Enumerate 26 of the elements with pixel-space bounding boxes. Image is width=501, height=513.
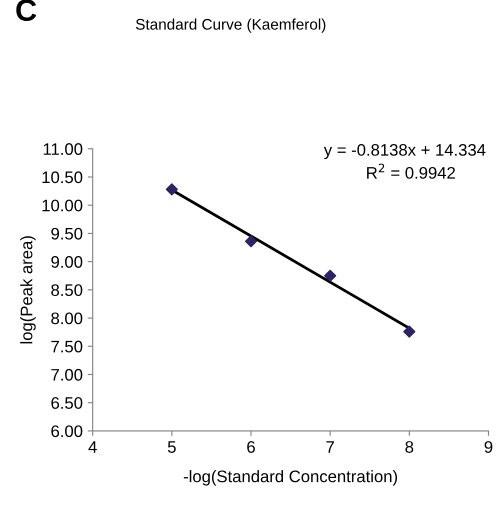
point (166, 183, 178, 196)
y-tick-label: 6.50 (51, 397, 82, 409)
y-tick-label: 7.50 (51, 340, 82, 352)
y-axis-title: log(Peak area) (20, 236, 36, 344)
point (324, 270, 336, 282)
x-tick-label: 9 (484, 441, 492, 453)
x-tick-label: 4 (88, 441, 97, 453)
y-tick-label: 10.50 (42, 171, 82, 184)
x-tick-label: 5 (168, 441, 176, 453)
y-tick-label: 9.00 (51, 256, 82, 268)
chart-title: Standard Curve (Kaemferol) (136, 18, 326, 33)
x-axis-title: -log(Standard Concentration) (184, 470, 398, 486)
y-tick-label: 6.00 (51, 425, 82, 438)
annotation: R$^{2}$ = 0.9942 (367, 164, 455, 179)
y-tick-label: 8.00 (51, 312, 82, 324)
x-tick-label: 8 (405, 441, 414, 453)
x-tick-label: 7 (326, 441, 334, 453)
point (403, 326, 416, 338)
x-tick-label: 6 (247, 441, 255, 453)
y-tick-label: 10.00 (42, 200, 82, 212)
annotation: y = -0.8138x + 14.334 (324, 144, 486, 160)
point (244, 235, 258, 248)
y-tick-label: 9.50 (51, 228, 82, 240)
y-tick-label: 7.00 (51, 368, 82, 381)
y-tick-label: 11.00 (44, 143, 82, 155)
y-tick-label: 8.50 (51, 284, 82, 296)
